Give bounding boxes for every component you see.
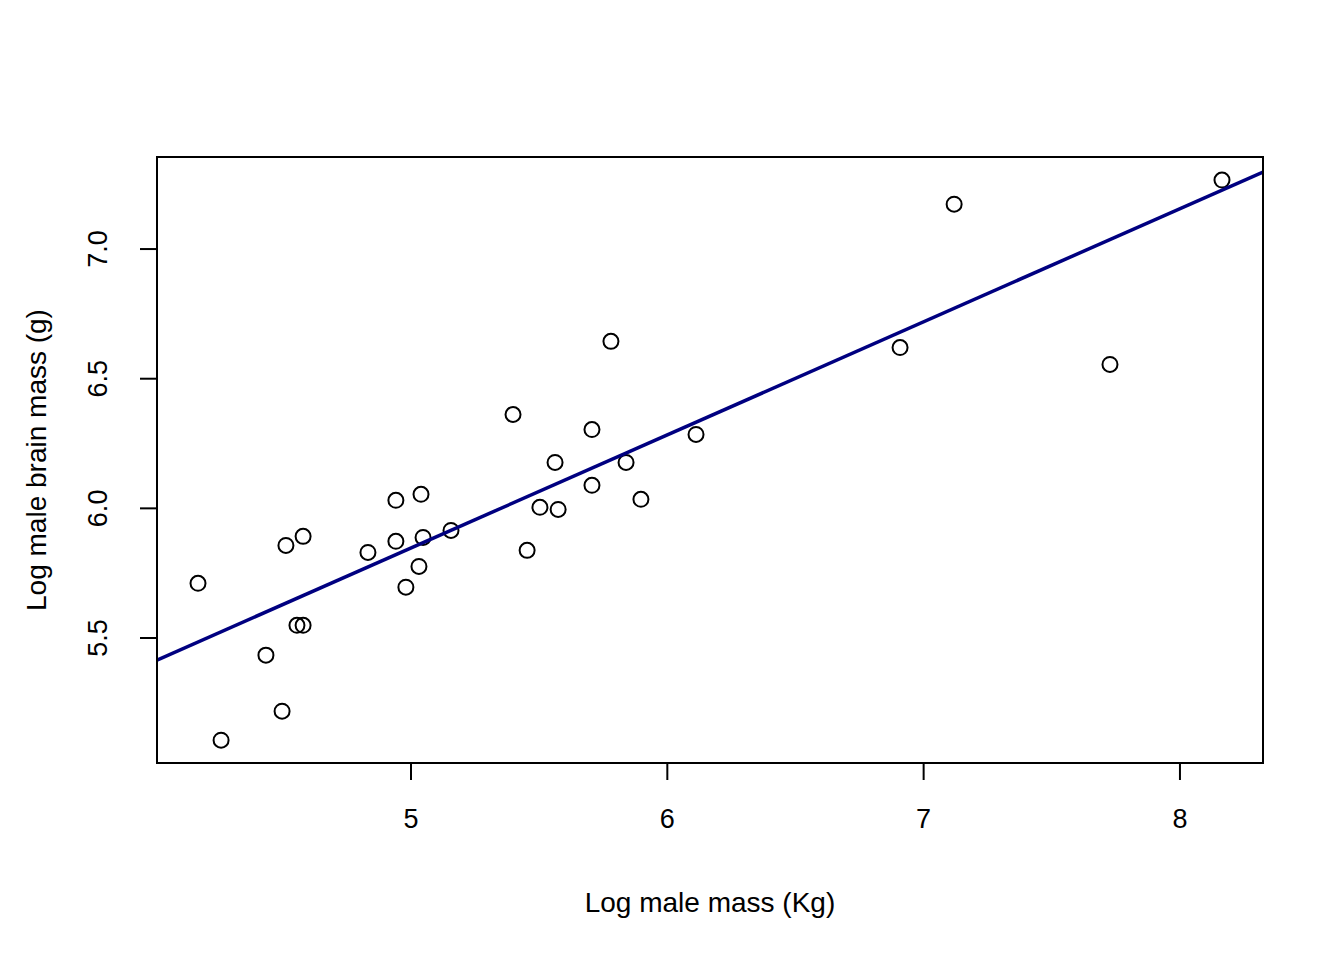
x-axis-line: [411, 762, 1180, 764]
point: [275, 704, 290, 719]
marks: [157, 172, 1263, 748]
point: [360, 545, 375, 560]
y-axis-line: [156, 249, 158, 638]
point: [411, 559, 426, 574]
point: [689, 427, 704, 442]
x-axis-title: Log male mass (Kg): [585, 887, 836, 918]
y-tick: [140, 378, 157, 380]
x-tick: [1179, 763, 1181, 780]
x-tick-label: 8: [1172, 804, 1187, 834]
x-tick-label: 5: [403, 804, 418, 834]
y-tick-label: 7.0: [83, 230, 113, 268]
x-tick: [410, 763, 412, 780]
point: [584, 422, 599, 437]
x-tick: [666, 763, 668, 780]
y-tick-label: 5.5: [83, 619, 113, 657]
point: [603, 334, 618, 349]
x-tick-label: 7: [916, 804, 931, 834]
point: [1214, 173, 1229, 188]
point: [388, 493, 403, 508]
point: [191, 576, 206, 591]
y-tick: [140, 507, 157, 509]
point: [548, 455, 563, 470]
point: [506, 407, 521, 422]
point: [388, 534, 403, 549]
plot-frame: [157, 157, 1263, 763]
y-tick: [140, 248, 157, 250]
chart: 5 6 7 8 5.5 6.0 6.5 7.0 Log male mass (Kg) Log ma…: [0, 0, 1344, 960]
point: [947, 197, 962, 212]
point: [414, 487, 429, 502]
y-axis-title: Log male brain mass (g): [21, 309, 52, 611]
point: [633, 492, 648, 507]
point: [1102, 357, 1117, 372]
y-tick-label: 6.0: [83, 490, 113, 528]
y-tick: [140, 637, 157, 639]
y-tick-label: 6.5: [83, 360, 113, 398]
point: [398, 580, 413, 595]
point: [551, 502, 566, 517]
point: [893, 340, 908, 355]
x-tick-label: 6: [660, 804, 675, 834]
point: [258, 648, 273, 663]
point: [214, 733, 229, 748]
point: [278, 538, 293, 553]
point: [532, 500, 547, 515]
fit-line: [157, 172, 1263, 660]
point: [296, 618, 311, 633]
point: [584, 478, 599, 493]
x-tick: [923, 763, 925, 780]
point: [296, 529, 311, 544]
point: [520, 543, 535, 558]
